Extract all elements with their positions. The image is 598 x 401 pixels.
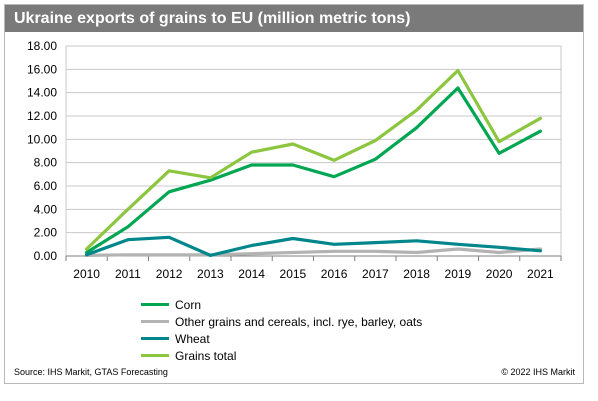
- legend-label: Wheat: [175, 331, 210, 346]
- y-tick-label: 4.00: [34, 202, 58, 216]
- y-tick-label: 12.00: [27, 109, 57, 123]
- y-tick-label: 6.00: [34, 179, 58, 193]
- series-line-3: [84, 235, 543, 257]
- x-tick-label: 2018: [403, 267, 430, 281]
- x-tick-label: 2017: [362, 267, 389, 281]
- x-tick-label: 2019: [445, 267, 472, 281]
- legend-swatch: [141, 337, 169, 340]
- chart-frame: Ukraine exports of grains to EU (million…: [4, 4, 584, 384]
- x-tick-label: 2012: [156, 267, 183, 281]
- y-tick-label: 18.00: [27, 39, 57, 53]
- legend-swatch: [141, 320, 169, 323]
- x-tick-label: 2020: [486, 267, 513, 281]
- y-tick-label: 16.00: [27, 62, 57, 76]
- x-tick-label: 2015: [280, 267, 307, 281]
- legend-item: Corn: [141, 296, 422, 313]
- legend-label: Corn: [175, 297, 202, 312]
- x-tick-label: 2021: [527, 267, 554, 281]
- y-tick-label: 10.00: [27, 132, 57, 146]
- legend-label: Grains total: [175, 348, 237, 363]
- chart-legend: Corn Other grains and cereals, incl. rye,…: [141, 296, 422, 364]
- chart-title: Ukraine exports of grains to EU (million…: [14, 10, 411, 27]
- x-tick-label: 2016: [321, 267, 348, 281]
- title-bar: Ukraine exports of grains to EU (million…: [5, 5, 583, 32]
- legend-item: Grains total: [141, 347, 422, 364]
- x-tick-label: 2011: [115, 267, 141, 281]
- source-note: Source: IHS Markit, GTAS Forecasting: [14, 367, 168, 377]
- series-line-2: [84, 247, 543, 257]
- x-tick-label: 2010: [73, 267, 100, 281]
- legend-item: Wheat: [141, 330, 422, 347]
- line-chart: 0.00 2.00 4.00 6.00 8.00 10.00 12.00 14.00 16.00…: [27, 39, 562, 281]
- legend-label: Other grains and cereals, incl. rye, bar…: [175, 314, 423, 329]
- y-tick-label: 14.00: [27, 86, 57, 100]
- series-line-4: [84, 68, 543, 251]
- series-line-1: [84, 86, 543, 255]
- x-tick-label: 2014: [238, 267, 265, 281]
- copyright-note: © 2022 IHS Markit: [501, 367, 575, 377]
- legend-swatch: [141, 303, 169, 306]
- y-tick-label: 2.00: [34, 226, 58, 240]
- y-tick-label: 0.00: [34, 249, 58, 263]
- legend-swatch: [141, 354, 169, 357]
- legend-item: Other grains and cereals, incl. rye, bar…: [141, 313, 422, 330]
- x-tick-label: 2013: [197, 267, 224, 281]
- y-tick-label: 8.00: [34, 156, 58, 170]
